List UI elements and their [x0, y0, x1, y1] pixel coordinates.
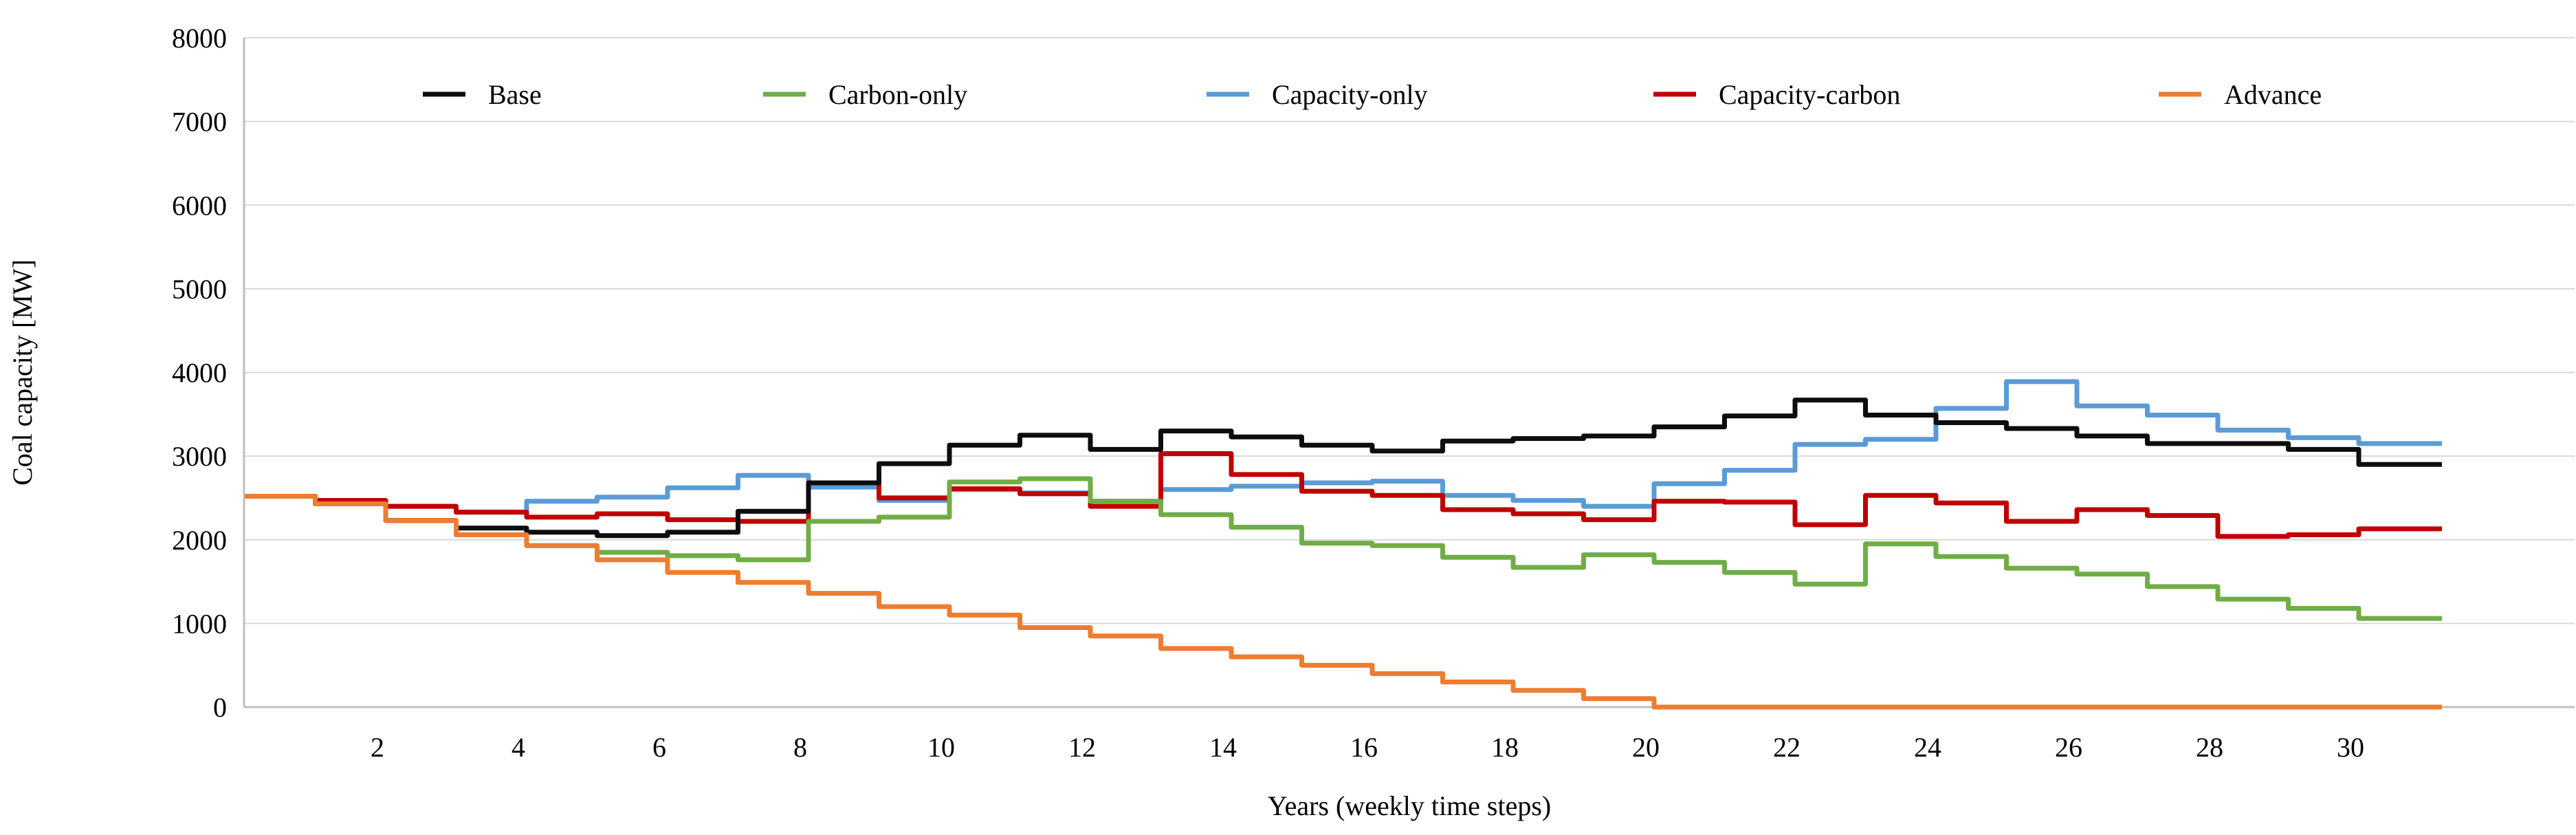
legend-item-base: Base — [423, 79, 542, 110]
y-tick-label-5000: 5000 — [172, 274, 227, 305]
y-tick-label-7000: 7000 — [172, 107, 227, 138]
legend-label-capacity-carbon: Capacity-carbon — [1719, 79, 1900, 110]
y-tick-label-0: 0 — [213, 692, 227, 723]
legend-item-capacity-carbon: Capacity-carbon — [1653, 79, 1900, 110]
series-line-advance — [245, 494, 2442, 710]
y-axis-title: Coal capacity [MW] — [7, 259, 38, 486]
x-tick-label-4: 4 — [511, 732, 525, 763]
y-tick-label-6000: 6000 — [172, 190, 227, 221]
x-axis-title: Years (weekly time steps) — [1268, 790, 1552, 821]
y-tick-label-1000: 1000 — [172, 608, 227, 639]
series-line-base — [245, 398, 2442, 539]
x-tick-label-8: 8 — [793, 732, 807, 763]
legend-label-advance: Advance — [2224, 79, 2322, 110]
x-tick-label-16: 16 — [1350, 732, 1378, 763]
x-tick-label-18: 18 — [1491, 732, 1519, 763]
x-tick-label-22: 22 — [1773, 732, 1801, 763]
legend-item-capacity-only: Capacity-only — [1207, 79, 1428, 110]
x-tick-label-26: 26 — [2055, 732, 2082, 763]
legend-item-advance: Advance — [2159, 79, 2322, 110]
x-tick-label-6: 6 — [652, 732, 666, 763]
legend-label-base: Base — [488, 79, 542, 110]
series-line-capacity-carbon — [245, 451, 2442, 539]
x-tick-label-28: 28 — [2196, 732, 2223, 763]
y-tick-label-2000: 2000 — [172, 525, 227, 556]
x-tick-label-10: 10 — [927, 732, 955, 763]
x-tick-label-30: 30 — [2337, 732, 2364, 763]
x-tick-label-14: 14 — [1209, 732, 1237, 763]
y-tick-label-4000: 4000 — [172, 358, 227, 389]
y-tick-label-8000: 8000 — [172, 23, 227, 54]
x-tick-label-24: 24 — [1914, 732, 1941, 763]
y-tick-label-3000: 3000 — [172, 441, 227, 472]
x-tick-label-20: 20 — [1632, 732, 1660, 763]
series-line-capacity-only — [245, 379, 2442, 515]
x-tick-label-2: 2 — [371, 732, 384, 763]
legend-label-carbon-only: Carbon-only — [828, 79, 967, 110]
legend-label-capacity-only: Capacity-only — [1272, 79, 1428, 110]
legend-item-carbon-only: Carbon-only — [763, 79, 967, 110]
x-tick-label-12: 12 — [1068, 732, 1096, 763]
series-line-carbon-only — [245, 476, 2442, 621]
